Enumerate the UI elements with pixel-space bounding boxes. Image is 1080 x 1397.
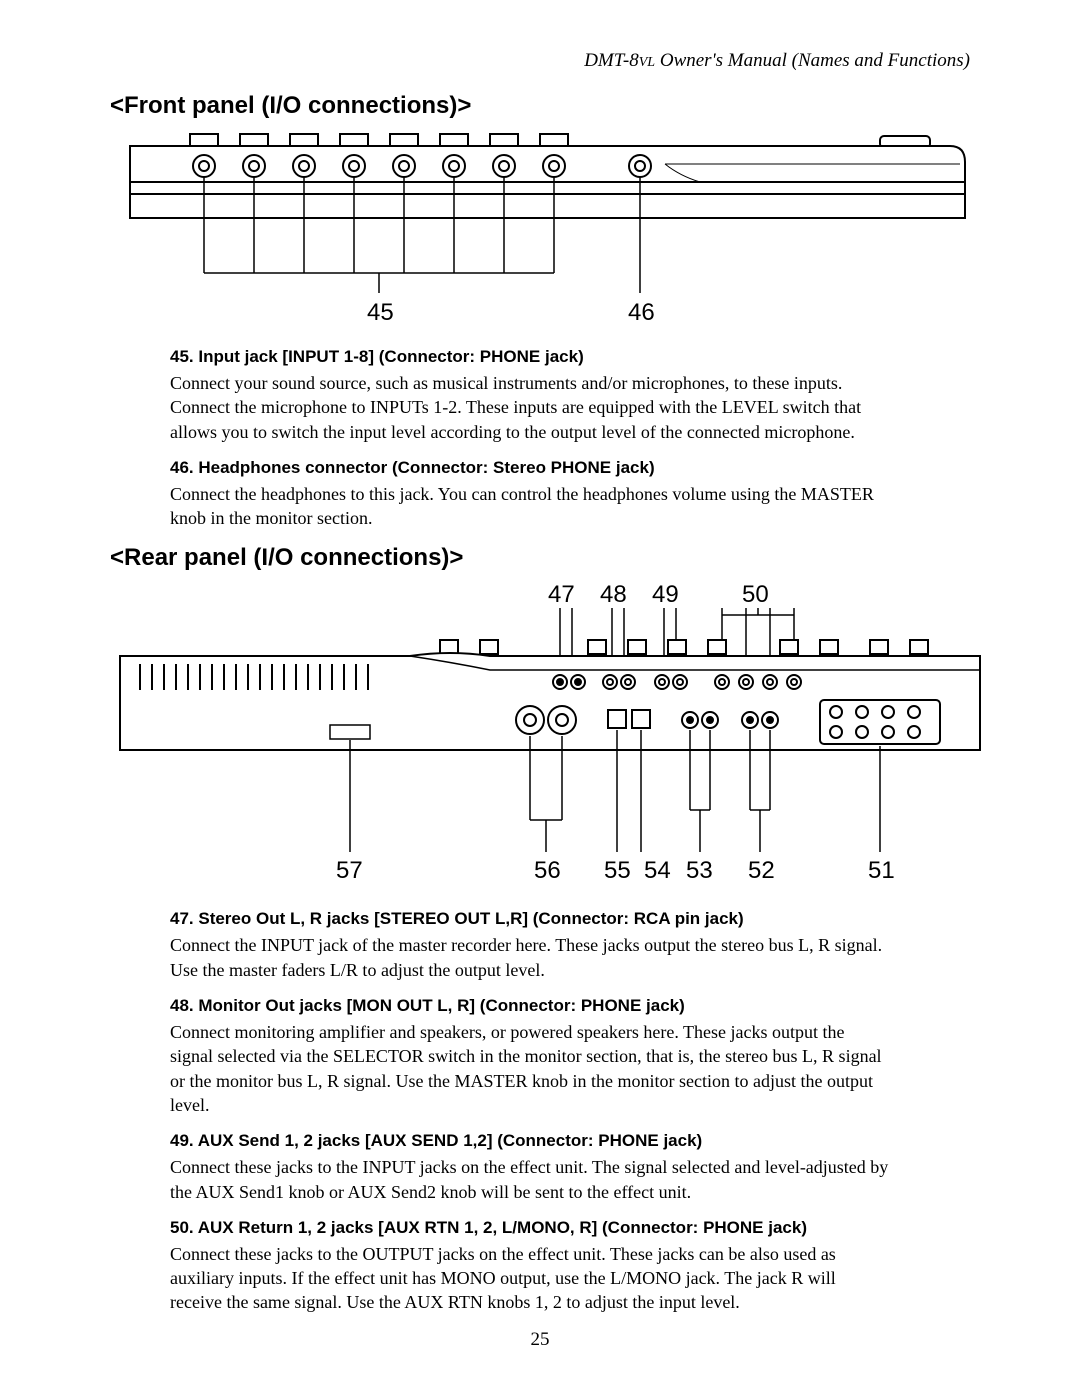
item-50-title: 50. AUX Return 1, 2 jacks [AUX RTN 1, 2,… [170, 1218, 890, 1238]
item-45-body: Connect your sound source, such as music… [170, 371, 890, 444]
item-49-title: 49. AUX Send 1, 2 jacks [AUX SEND 1,2] (… [170, 1131, 890, 1151]
callout-45: 45 [367, 299, 394, 326]
item-49-body: Connect these jacks to the INPUT jacks o… [170, 1155, 890, 1204]
item-46-title: 46. Headphones connector (Connector: Ste… [170, 458, 890, 478]
item-50: 50. AUX Return 1, 2 jacks [AUX RTN 1, 2,… [170, 1218, 890, 1315]
callout-52: 52 [748, 857, 775, 884]
callout-57: 57 [336, 857, 363, 884]
item-45: 45. Input jack [INPUT 1-8] (Connector: P… [170, 347, 890, 444]
item-47-body: Connect the INPUT jack of the master rec… [170, 933, 890, 982]
callout-47: 47 [548, 581, 575, 608]
item-49: 49. AUX Send 1, 2 jacks [AUX SEND 1,2] (… [170, 1131, 890, 1204]
callout-56: 56 [534, 857, 561, 884]
front-panel-heading: <Front panel (I/O connections)> [110, 92, 970, 120]
callout-53: 53 [686, 857, 713, 884]
callout-54: 54 [644, 857, 671, 884]
item-45-title: 45. Input jack [INPUT 1-8] (Connector: P… [170, 347, 890, 367]
item-47: 47. Stereo Out L, R jacks [STEREO OUT L,… [170, 909, 890, 982]
rear-panel-heading: <Rear panel (I/O connections)> [110, 544, 970, 572]
callout-55: 55 [604, 857, 631, 884]
header-prefix: DMT-8 [584, 50, 639, 71]
item-48-title: 48. Monitor Out jacks [MON OUT L, R] (Co… [170, 996, 890, 1016]
callout-51: 51 [868, 857, 895, 884]
item-46: 46. Headphones connector (Connector: Ste… [170, 458, 890, 531]
item-48: 48. Monitor Out jacks [MON OUT L, R] (Co… [170, 996, 890, 1117]
callout-49: 49 [652, 581, 679, 608]
manual-page: DMT-8VL Owner's Manual (Names and Functi… [0, 0, 1080, 1391]
header-suffix: Owner's Manual (Names and Functions) [655, 50, 970, 71]
item-50-body: Connect these jacks to the OUTPUT jacks … [170, 1242, 890, 1315]
callout-48: 48 [600, 581, 627, 608]
rear-panel-diagram: 47 48 49 50 [110, 580, 970, 895]
item-47-title: 47. Stereo Out L, R jacks [STEREO OUT L,… [170, 909, 890, 929]
callout-46: 46 [628, 299, 655, 326]
header-vl: VL [639, 55, 655, 70]
callout-50: 50 [742, 581, 769, 608]
page-number: 25 [110, 1329, 970, 1351]
item-48-body: Connect monitoring amplifier and speaker… [170, 1020, 890, 1117]
item-46-body: Connect the headphones to this jack. You… [170, 482, 890, 531]
page-header: DMT-8VL Owner's Manual (Names and Functi… [110, 50, 970, 72]
front-panel-diagram: 45 46 [110, 128, 970, 333]
